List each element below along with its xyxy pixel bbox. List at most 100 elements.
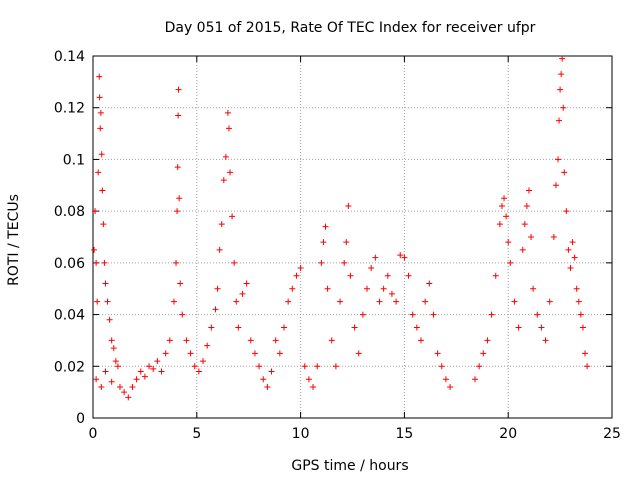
data-point [251, 350, 258, 357]
data-point [276, 350, 283, 357]
axis-ticks: 0 0.02 0.04 0.06 0.08 0.1 0.12 0.14 0 5 10 15 20 25 [54, 49, 621, 442]
data-point [355, 350, 362, 357]
data-point [224, 109, 231, 116]
data-point [558, 71, 565, 78]
data-point [175, 86, 182, 93]
y-tick-label: 0.12 [54, 101, 85, 117]
data-point [222, 153, 229, 160]
data-point [388, 290, 395, 297]
data-point [557, 86, 564, 93]
data-point [102, 368, 109, 375]
data-point [260, 376, 267, 383]
data-point [515, 324, 522, 331]
data-points [91, 55, 591, 401]
data-point [218, 221, 225, 228]
data-point [116, 383, 123, 390]
data-point [231, 259, 238, 266]
data-point [384, 272, 391, 279]
data-point [150, 365, 157, 372]
data-point [216, 246, 223, 253]
data-point [96, 73, 103, 80]
data-point [170, 298, 177, 305]
y-tick-label: 0.06 [54, 256, 85, 272]
data-point [555, 156, 562, 163]
data-point [214, 285, 221, 292]
data-point [104, 298, 111, 305]
data-point [293, 272, 300, 279]
data-point [368, 265, 375, 272]
data-point [471, 376, 478, 383]
data-point [166, 337, 173, 344]
data-point [110, 345, 117, 352]
data-point [523, 202, 530, 209]
data-point [129, 383, 136, 390]
data-point [337, 298, 344, 305]
data-point [438, 363, 445, 370]
data-point [305, 376, 312, 383]
data-point [97, 109, 104, 116]
data-point [243, 280, 250, 287]
data-point [430, 311, 437, 318]
data-point [341, 259, 348, 266]
data-point [519, 246, 526, 253]
data-point [322, 223, 329, 230]
data-point [94, 298, 101, 305]
data-point [108, 378, 115, 385]
data-point [542, 337, 549, 344]
data-point [220, 177, 227, 184]
data-point [498, 202, 505, 209]
data-point [101, 259, 108, 266]
data-point [264, 383, 271, 390]
data-point [200, 358, 207, 365]
data-point [97, 125, 104, 132]
x-axis-label: GPS time / hours [291, 458, 408, 474]
y-tick-label: 0.1 [63, 152, 85, 168]
data-point [552, 182, 559, 189]
data-point [345, 202, 352, 209]
data-point [413, 324, 420, 331]
data-point [488, 311, 495, 318]
data-point [476, 363, 483, 370]
data-point [204, 342, 211, 349]
data-point [106, 316, 113, 323]
data-point [364, 285, 371, 292]
data-point [351, 324, 358, 331]
data-point [496, 221, 503, 228]
data-point [409, 311, 416, 318]
data-point [397, 252, 404, 259]
x-tick-label: 10 [292, 426, 310, 442]
data-point [492, 272, 499, 279]
data-point [569, 239, 576, 246]
data-point [301, 363, 308, 370]
data-point [191, 363, 198, 370]
data-point [175, 112, 182, 119]
data-point [208, 324, 215, 331]
data-point [233, 298, 240, 305]
data-point [550, 234, 557, 240]
data-point [121, 389, 128, 396]
data-point [525, 187, 532, 194]
data-point [393, 298, 400, 305]
data-point [343, 239, 350, 246]
data-point [405, 272, 412, 279]
data-point [310, 383, 317, 390]
data-point [560, 104, 567, 111]
x-tick-label: 5 [192, 426, 201, 442]
data-point [92, 208, 99, 215]
data-point [573, 285, 580, 292]
data-point [102, 280, 109, 287]
data-point [376, 298, 383, 305]
data-point [401, 254, 408, 261]
data-point [158, 368, 165, 375]
data-point [332, 363, 339, 370]
data-point [480, 350, 487, 357]
data-point [359, 311, 366, 318]
data-point [225, 125, 232, 132]
data-point [324, 285, 331, 292]
data-point [154, 358, 161, 365]
data-point [314, 363, 321, 370]
data-point [565, 246, 572, 253]
data-point [112, 358, 119, 365]
data-point [559, 55, 566, 62]
